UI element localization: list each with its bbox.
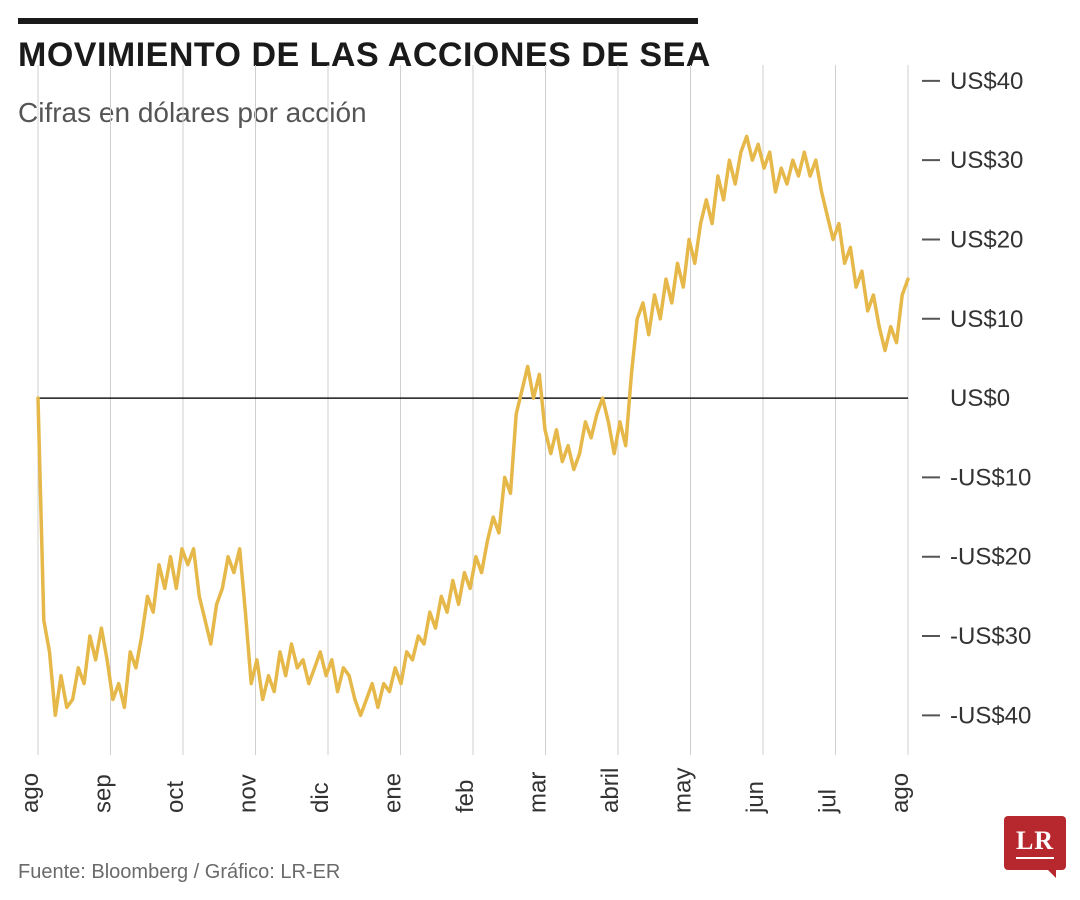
- svg-text:may: may: [670, 768, 697, 813]
- chart-area: US$40 US$30 US$20 US$10 US$0 -US$10 -US$20 -US$…: [18, 55, 1058, 825]
- svg-text:oct: oct: [162, 781, 189, 813]
- svg-text:US$20: US$20: [950, 226, 1023, 253]
- svg-text:US$40: US$40: [950, 68, 1023, 95]
- svg-text:-US$40: -US$40: [950, 702, 1031, 729]
- svg-text:nov: nov: [235, 774, 262, 813]
- svg-text:-US$10: -US$10: [950, 464, 1031, 491]
- publisher-logo: LR: [1004, 816, 1066, 870]
- svg-text:dic: dic: [307, 782, 334, 813]
- svg-text:ene: ene: [380, 773, 407, 813]
- svg-text:ago: ago: [18, 773, 44, 813]
- svg-text:US$10: US$10: [950, 306, 1023, 333]
- svg-text:jun: jun: [742, 781, 769, 814]
- svg-text:US$0: US$0: [950, 385, 1010, 412]
- svg-text:-US$30: -US$30: [950, 623, 1031, 650]
- svg-text:-US$20: -US$20: [950, 544, 1031, 571]
- svg-text:abril: abril: [597, 768, 624, 813]
- svg-text:mar: mar: [525, 772, 552, 813]
- svg-text:US$30: US$30: [950, 147, 1023, 174]
- svg-text:sep: sep: [90, 774, 117, 813]
- svg-text:jul: jul: [815, 789, 842, 814]
- line-chart: US$40 US$30 US$20 US$10 US$0 -US$10 -US$20 -US$…: [18, 55, 1058, 825]
- logo-text: LR: [1016, 828, 1054, 859]
- source-credit: Fuente: Bloomberg / Gráfico: LR-ER: [18, 861, 340, 884]
- svg-text:ago: ago: [887, 773, 914, 813]
- header-rule: [18, 18, 698, 24]
- svg-text:feb: feb: [452, 780, 479, 813]
